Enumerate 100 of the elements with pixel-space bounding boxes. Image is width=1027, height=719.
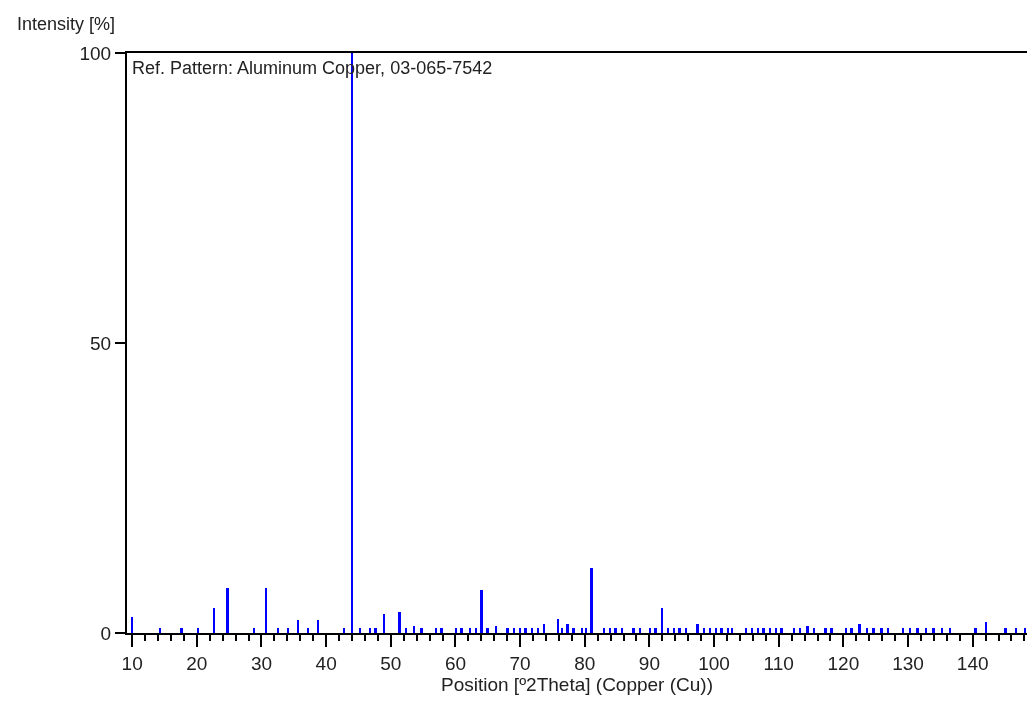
x-tick-label: 50 xyxy=(380,652,402,674)
bar xyxy=(932,628,935,633)
bar xyxy=(745,628,747,633)
bar xyxy=(909,628,911,633)
bar xyxy=(265,588,267,633)
bar xyxy=(974,628,977,633)
bar xyxy=(1004,628,1007,633)
bar xyxy=(614,628,617,633)
bar xyxy=(727,628,729,633)
x-tick-label: 140 xyxy=(956,652,989,674)
bar xyxy=(799,628,801,633)
bar xyxy=(180,628,183,633)
bar xyxy=(720,628,723,633)
bar xyxy=(297,620,299,633)
bar xyxy=(440,628,443,633)
bar xyxy=(398,612,401,633)
bar xyxy=(480,590,483,633)
bar xyxy=(902,628,904,633)
bar xyxy=(880,628,883,633)
bar xyxy=(941,628,943,633)
bar xyxy=(916,628,919,633)
bar xyxy=(673,628,675,633)
bar xyxy=(317,620,319,633)
bar xyxy=(405,628,407,633)
bar xyxy=(985,622,987,633)
x-tick-label: 70 xyxy=(509,652,531,674)
bar xyxy=(793,628,795,633)
bar xyxy=(561,628,563,633)
y-tick-label: 50 xyxy=(90,332,112,354)
bar xyxy=(537,628,539,633)
bar xyxy=(685,628,687,633)
x-tick-label: 30 xyxy=(250,652,273,674)
bar xyxy=(603,628,605,633)
x-tick-label: 10 xyxy=(121,652,143,674)
bar xyxy=(696,624,699,633)
bar xyxy=(277,628,279,633)
bar xyxy=(830,628,833,633)
bar xyxy=(709,628,711,633)
bar xyxy=(887,628,889,633)
bar xyxy=(585,628,587,633)
bar xyxy=(159,628,161,633)
bar xyxy=(639,628,641,633)
bar xyxy=(486,628,489,633)
bar xyxy=(850,628,853,633)
bar xyxy=(654,628,657,633)
bar xyxy=(590,568,593,633)
bar xyxy=(824,628,827,633)
bar xyxy=(253,628,255,633)
x-tick-label: 120 xyxy=(827,652,860,674)
bar xyxy=(609,628,611,633)
bar xyxy=(731,628,733,633)
bar xyxy=(949,628,951,633)
x-tick-label: 80 xyxy=(574,652,596,674)
x-tick-label: 60 xyxy=(444,652,467,674)
bar xyxy=(469,628,471,633)
bar xyxy=(572,628,575,633)
bar xyxy=(374,628,377,633)
x-axis-title: Position [º2Theta] (Copper (Cu)) xyxy=(441,673,713,695)
y-tick-label: 100 xyxy=(79,42,112,64)
bar xyxy=(513,628,515,633)
y-tick-label: 0 xyxy=(100,622,112,644)
bar xyxy=(287,628,289,633)
bar xyxy=(351,53,353,633)
bar xyxy=(806,626,809,633)
x-tick-label: 40 xyxy=(315,652,337,674)
bar xyxy=(762,628,765,633)
bar xyxy=(460,628,463,633)
bar xyxy=(621,628,623,633)
bar xyxy=(369,628,371,633)
bar xyxy=(359,628,361,633)
bar xyxy=(420,628,423,633)
bar xyxy=(757,628,759,633)
bar xyxy=(858,624,861,633)
bar xyxy=(769,628,771,633)
bar xyxy=(524,628,527,633)
bar xyxy=(213,608,215,633)
x-tick-label: 130 xyxy=(892,652,924,674)
bar xyxy=(581,628,583,633)
x-tick-label: 110 xyxy=(763,652,794,674)
x-tick-label: 100 xyxy=(698,652,730,674)
bar xyxy=(703,628,705,633)
bar xyxy=(307,628,309,633)
bar xyxy=(1024,628,1026,633)
bar xyxy=(751,628,753,633)
bar xyxy=(343,628,345,633)
bar xyxy=(495,626,497,633)
bar xyxy=(531,628,533,633)
bar xyxy=(226,588,229,633)
bar xyxy=(780,628,783,633)
bar xyxy=(519,628,521,633)
bar xyxy=(678,628,681,633)
bar xyxy=(383,614,385,633)
bar xyxy=(413,626,415,633)
bar xyxy=(557,619,559,633)
bar xyxy=(1015,628,1017,633)
bar xyxy=(872,628,875,633)
bar xyxy=(475,628,477,633)
bar xyxy=(632,628,635,633)
bar xyxy=(667,628,669,633)
bar xyxy=(455,628,457,633)
